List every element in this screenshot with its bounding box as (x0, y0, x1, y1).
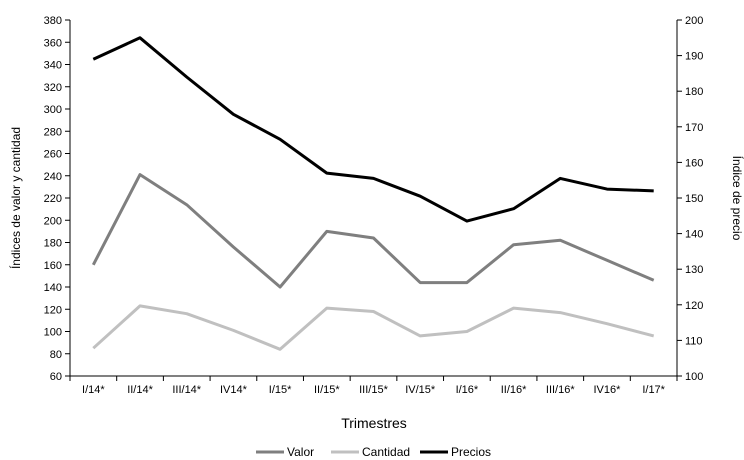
y2-tick-label: 100 (685, 371, 703, 383)
series-lines (93, 38, 653, 350)
y2-tick-label: 150 (685, 193, 703, 205)
y-tick-label: 180 (44, 238, 62, 250)
y-axis-title: Índices de valor y cantidad (8, 127, 23, 269)
y-tick-label: 80 (50, 349, 62, 361)
x-tick-label: I/17* (642, 384, 665, 396)
y2-tick-label: 200 (685, 15, 703, 27)
legend-label-cantidad: Cantidad (362, 445, 410, 459)
legend-label-precios: Precios (451, 445, 491, 459)
y-tick-label: 340 (44, 60, 62, 72)
y-tick-label: 200 (44, 215, 62, 227)
y-tick-label: 120 (44, 304, 62, 316)
y2-tick-label: 190 (685, 51, 703, 63)
y-tick-label: 100 (44, 327, 62, 339)
x-tick-label: IV14* (220, 384, 248, 396)
right-axis-ticks: 100 110 120 130 140 150 160 170 180 190 200 (677, 15, 703, 383)
y2-tick-label: 140 (685, 229, 703, 241)
x-tick-label: II/15* (314, 384, 340, 396)
y2-tick-label: 120 (685, 300, 703, 312)
x-tick-label: III/15* (359, 384, 388, 396)
x-tick-label: IV/15* (405, 384, 436, 396)
y-tick-label: 160 (44, 260, 62, 272)
y2-tick-label: 160 (685, 157, 703, 169)
x-axis-title: Trimestres (341, 415, 407, 431)
y-tick-label: 280 (44, 126, 62, 138)
y-tick-label: 380 (44, 15, 62, 27)
x-axis-ticks: I/14* II/14* III/14* IV14* I/15* II/15* III/15… (70, 376, 677, 396)
legend-label-valor: Valor (287, 445, 314, 459)
y-tick-label: 140 (44, 282, 62, 294)
x-tick-label: IV16* (594, 384, 622, 396)
y2-tick-label: 130 (685, 264, 703, 276)
x-tick-label: III/14* (172, 384, 201, 396)
x-tick-label: I/15* (269, 384, 292, 396)
y2-axis-title: Índice de precio (730, 156, 744, 241)
y2-tick-label: 180 (685, 86, 703, 98)
x-tick-label: I/14* (82, 384, 105, 396)
series-line-cantidad (93, 306, 653, 349)
y-tick-label: 320 (44, 82, 62, 94)
x-tick-label: III/16* (546, 384, 575, 396)
series-line-precios (93, 38, 653, 221)
y-tick-label: 300 (44, 104, 62, 116)
series-line-valor (93, 175, 653, 287)
y-tick-label: 60 (50, 371, 62, 383)
y2-tick-label: 110 (685, 335, 703, 347)
x-tick-label: II/16* (501, 384, 527, 396)
y-tick-label: 220 (44, 193, 62, 205)
chart-axes (70, 20, 677, 376)
x-tick-label: II/14* (127, 384, 153, 396)
y-tick-label: 360 (44, 37, 62, 49)
y-tick-label: 240 (44, 171, 62, 183)
x-tick-label: I/16* (456, 384, 479, 396)
left-axis-ticks: 60 80 100 120 140 160 180 200 220 240 260 280 300 320… (44, 15, 70, 383)
y2-tick-label: 170 (685, 122, 703, 134)
y-tick-label: 260 (44, 149, 62, 161)
legend: Valor Cantidad Precios (256, 445, 491, 459)
